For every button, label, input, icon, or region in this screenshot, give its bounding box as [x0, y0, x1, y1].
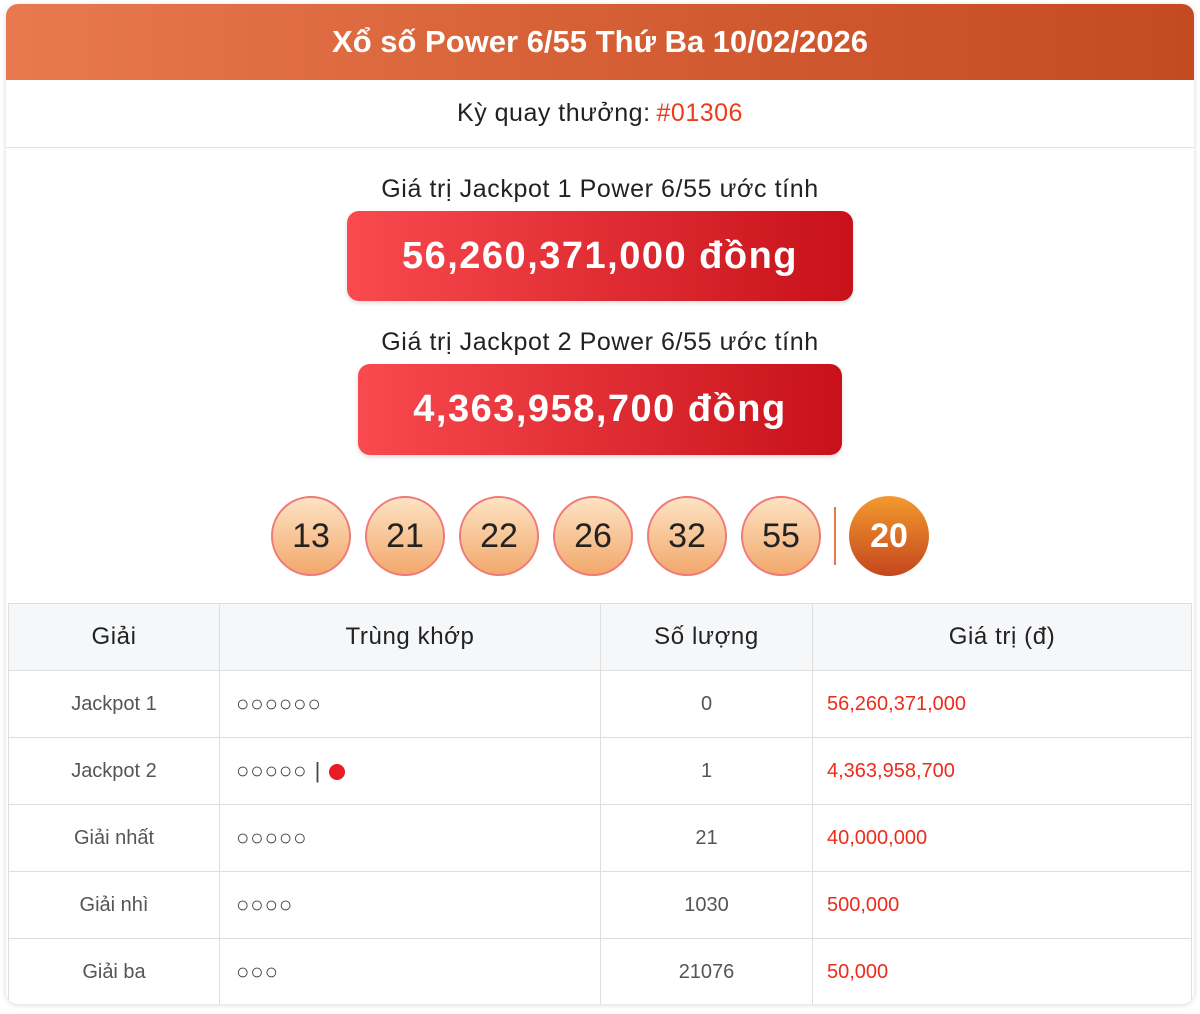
jackpot1-value: 56,260,371,000 đồng — [347, 211, 853, 301]
match-pattern: ○○○○○○ — [219, 670, 601, 738]
col-match: Trùng khớp — [219, 603, 601, 671]
winner-count: 0 — [600, 670, 813, 738]
match-pattern: ○○○○ — [219, 871, 601, 939]
power-ball-dot-icon — [329, 764, 346, 781]
result-card: Xổ số Power 6/55 Thứ Ba 10/02/2026 Kỳ qu… — [6, 4, 1194, 1004]
number-ball: 22 — [459, 496, 539, 576]
draw-info: Kỳ quay thưởng: #01306 — [6, 80, 1194, 148]
number-ball: 26 — [553, 496, 633, 576]
table-row: Jackpot 1 ○○○○○○ 0 56,260,371,000 — [8, 670, 1192, 738]
col-count: Số lượng — [600, 603, 813, 671]
prize-value: 4,363,958,700 — [812, 737, 1192, 805]
table-row: Jackpot 2 ○○○○○ | 1 4,363,958,700 — [8, 737, 1192, 805]
jackpot2-label: Giá trị Jackpot 2 Power 6/55 ước tính — [381, 328, 819, 356]
match-circles: ○○○○○○ — [236, 691, 322, 716]
prize-name: Jackpot 1 — [8, 670, 220, 738]
draw-number: #01306 — [656, 99, 743, 127]
match-pattern: ○○○○○ — [219, 804, 601, 872]
number-ball: 55 — [741, 496, 821, 576]
prize-name: Giải ba — [8, 938, 220, 1004]
page-title: Xổ số Power 6/55 Thứ Ba 10/02/2026 — [6, 4, 1194, 80]
match-pattern: ○○○○○ | — [219, 737, 601, 805]
draw-label: Kỳ quay thưởng: — [457, 99, 651, 127]
col-value: Giá trị (đ) — [812, 603, 1192, 671]
match-circles: ○○○○ — [236, 892, 294, 917]
match-circles: ○○○○○ — [236, 758, 308, 783]
number-ball: 32 — [647, 496, 727, 576]
prize-table: Giải Trùng khớp Số lượng Giá trị (đ) Jac… — [8, 603, 1192, 1004]
winning-numbers: 13 21 22 26 32 55 20 — [6, 496, 1194, 576]
winner-count: 21 — [600, 804, 813, 872]
prize-value: 50,000 — [812, 938, 1192, 1004]
prize-value: 56,260,371,000 — [812, 670, 1192, 738]
winner-count: 1 — [600, 737, 813, 805]
prize-name: Giải nhì — [8, 871, 220, 939]
prize-name: Jackpot 2 — [8, 737, 220, 805]
jackpot1-label: Giá trị Jackpot 1 Power 6/55 ước tính — [381, 175, 819, 203]
match-circles: ○○○ — [236, 959, 279, 984]
jackpot2-value: 4,363,958,700 đồng — [358, 364, 842, 455]
separator — [834, 507, 836, 565]
match-circles: ○○○○○ — [236, 825, 308, 850]
number-ball: 21 — [365, 496, 445, 576]
prize-name: Giải nhất — [8, 804, 220, 872]
special-ball: 20 — [849, 496, 929, 576]
number-ball: 13 — [271, 496, 351, 576]
table-row: Giải nhất ○○○○○ 21 40,000,000 — [8, 804, 1192, 872]
winner-count: 1030 — [600, 871, 813, 939]
col-prize: Giải — [8, 603, 220, 671]
table-row: Giải nhì ○○○○ 1030 500,000 — [8, 871, 1192, 939]
table-row: Giải ba ○○○ 21076 50,000 — [8, 938, 1192, 1004]
bonus-separator: | — [314, 758, 322, 783]
match-pattern: ○○○ — [219, 938, 601, 1004]
prize-value: 40,000,000 — [812, 804, 1192, 872]
prize-value: 500,000 — [812, 871, 1192, 939]
winner-count: 21076 — [600, 938, 813, 1004]
